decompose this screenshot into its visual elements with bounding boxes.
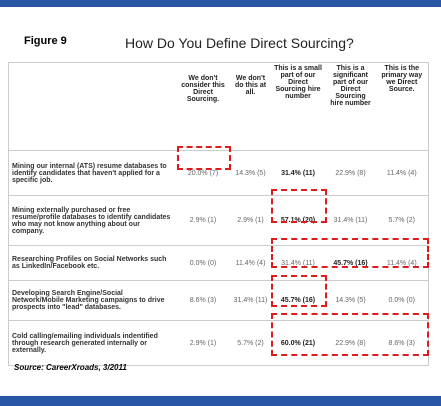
cell: 57.1% (20) (270, 195, 326, 246)
figure-label: Figure 9 (24, 35, 67, 47)
highlight-box (271, 275, 327, 307)
cell: 11.4% (4) (230, 245, 271, 281)
highlight-box (271, 313, 429, 356)
row-label: Researching Profiles on Social Networks … (8, 245, 176, 281)
table-row: Mining externally purchased or free resu… (8, 195, 429, 246)
highlight-box (177, 146, 231, 170)
cell: 31.4% (11) (270, 150, 326, 196)
cell: 2.9% (1) (230, 195, 271, 246)
highlight-box (271, 238, 429, 268)
top-bar (0, 0, 441, 7)
cell: 2.9% (1) (175, 320, 231, 366)
cell: 2.9% (1) (175, 195, 231, 246)
cell: 11.4% (4) (375, 245, 429, 281)
row-label: Cold calling/emailing individuals indent… (8, 320, 176, 366)
corner (8, 62, 176, 151)
column-header: This is a small part of our Direct Sourc… (270, 62, 326, 151)
table-row: Cold calling/emailing individuals indent… (8, 320, 429, 366)
highlight-box (271, 189, 327, 223)
cell: 8.6% (3) (175, 280, 231, 321)
cell: 22.9% (8) (325, 150, 376, 196)
cell: 20.0% (7) (175, 150, 231, 196)
column-header: We don't consider this Direct Sourcing. (175, 62, 231, 151)
cell: 0.0% (0) (175, 245, 231, 281)
cell: 45.7% (16) (325, 245, 376, 281)
cell: 14.3% (5) (230, 150, 271, 196)
column-header: We don't do this at all. (230, 62, 271, 151)
row-label: Developing Search Engine/Social Network/… (8, 280, 176, 321)
bottom-bar (0, 396, 441, 406)
column-header: This is the primary way we Direct Source… (375, 62, 429, 151)
title: How Do You Define Direct Sourcing? (125, 35, 354, 51)
cell: 11.4% (4) (375, 150, 429, 196)
cell: 31.4% (11) (270, 245, 326, 281)
source: Source: CareerXroads, 3/2011 (14, 363, 127, 372)
cell: 5.7% (2) (375, 195, 429, 246)
cell: 5.7% (2) (230, 320, 271, 366)
cell: 8.6% (3) (375, 320, 429, 366)
table-row: Mining our internal (ATS) resume databas… (8, 150, 429, 196)
table: We don't consider this Direct Sourcing. … (8, 62, 429, 366)
cell: 31.4% (11) (325, 195, 376, 246)
column-header: This is a significant part of our Direct… (325, 62, 376, 151)
cell: 31.4% (11) (230, 280, 271, 321)
cell: 22.9% (8) (325, 320, 376, 366)
row-label: Mining externally purchased or free resu… (8, 195, 176, 246)
table-row: Researching Profiles on Social Networks … (8, 245, 429, 281)
cell: 60.0% (21) (270, 320, 326, 366)
header-row: We don't consider this Direct Sourcing. … (8, 62, 429, 151)
row-label: Mining our internal (ATS) resume databas… (8, 150, 176, 196)
